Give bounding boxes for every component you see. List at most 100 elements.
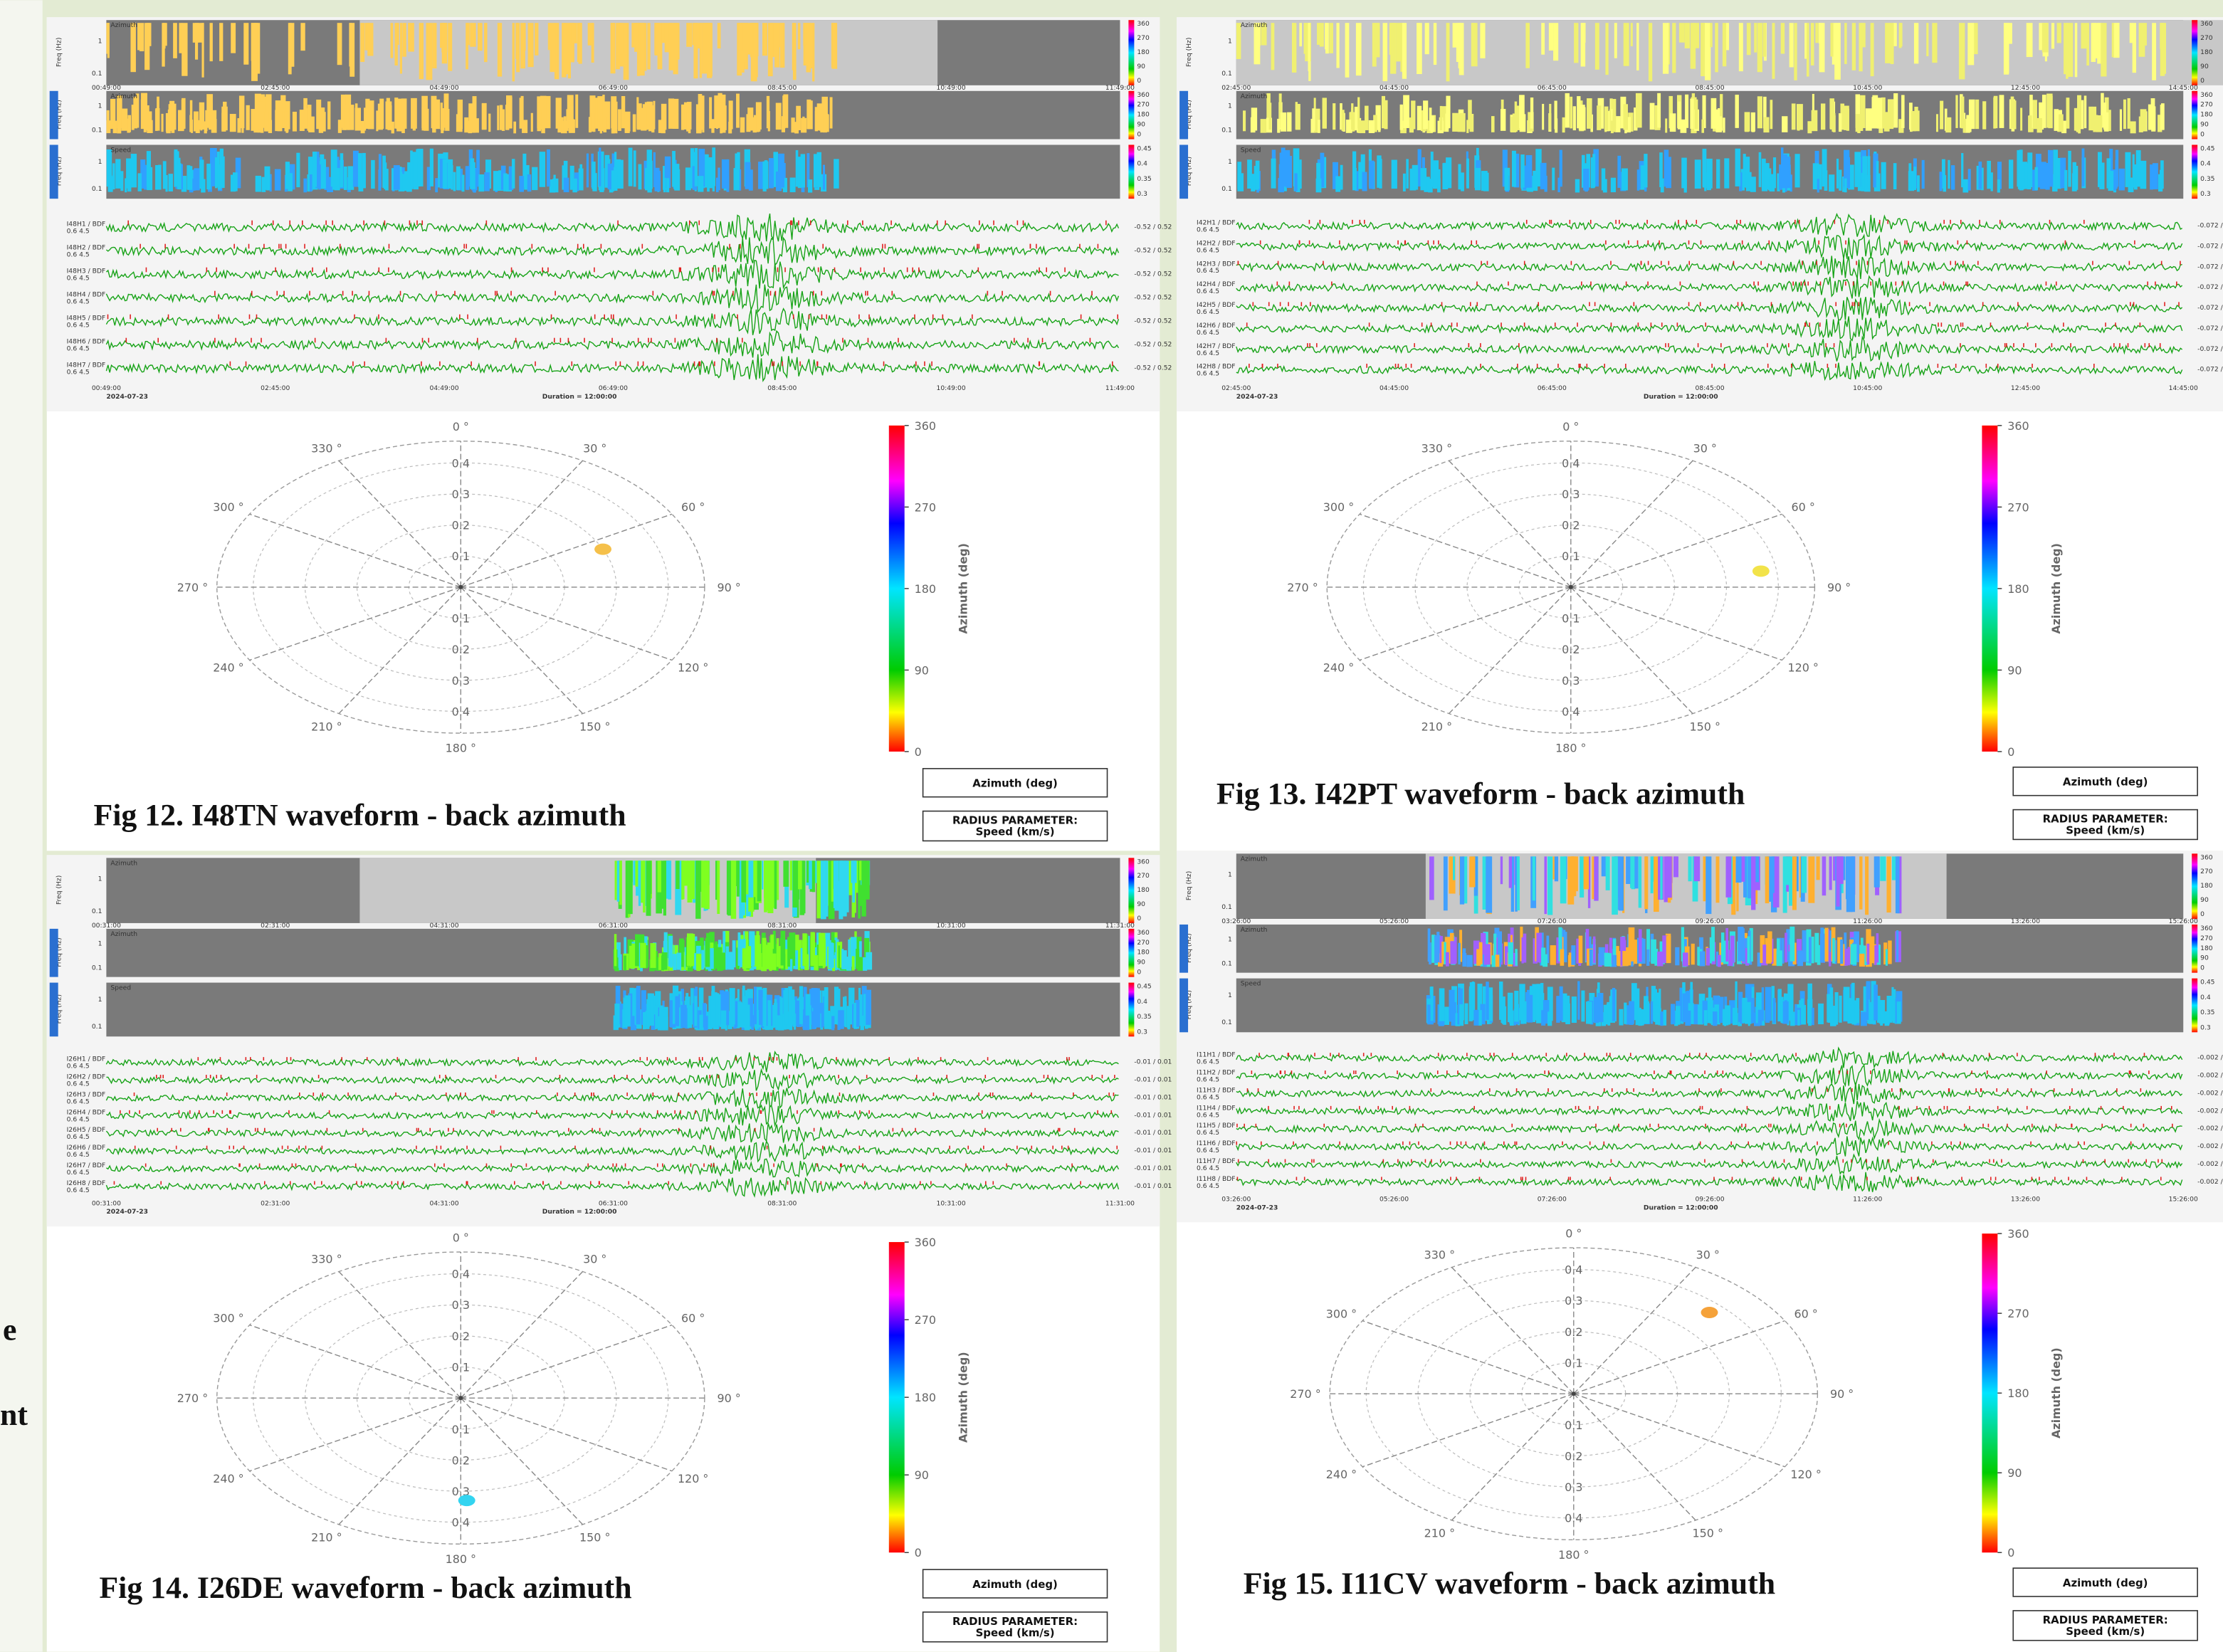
spectrogram-cell: [838, 1010, 844, 1028]
spectrogram-cell: [401, 98, 407, 129]
spectrogram-cell: [1685, 1011, 1691, 1026]
amplitude-label: -0.072 / 0.07: [2197, 222, 2223, 230]
spectrogram-cell: [698, 176, 703, 191]
polar-center: [458, 585, 463, 589]
spectrogram-cell: [1896, 930, 1898, 962]
station-band: 0.6 4.5: [67, 1080, 90, 1088]
spectrogram-cell: [371, 160, 375, 189]
spectrogram-cell: [1582, 23, 1586, 43]
time-label: 04:49:00: [430, 84, 459, 92]
spectrogram-cell: [793, 23, 797, 80]
time-label: 10:49:00: [937, 384, 966, 392]
spectrogram-cell: [308, 105, 312, 130]
spectrogram-cell: [1765, 163, 1770, 189]
angle-label: 270 °: [177, 581, 208, 594]
amplitude-label: -0.01 / 0.01: [1134, 1129, 1172, 1137]
spectrogram-cell: [2139, 23, 2145, 57]
strip-colorbar: [1128, 144, 1134, 199]
strip-colorbar-tick: 270: [2200, 935, 2213, 942]
time-label: 06:31:00: [599, 1199, 628, 1207]
strip-colorbar-tick: 0.45: [2200, 144, 2215, 152]
spectrogram-cell: [1541, 23, 1545, 55]
spectrogram-cell: [658, 861, 661, 892]
spectrogram-cell: [1763, 117, 1769, 133]
spectrogram-cell: [1754, 23, 1757, 52]
spectrogram-cell: [735, 154, 737, 188]
spectrogram-cell: [738, 23, 742, 51]
spectrogram-cell: [1797, 950, 1803, 966]
spectrogram-cell: [1512, 151, 1516, 187]
spectrogram-cell: [1351, 103, 1353, 130]
spectrogram-cell: [1583, 169, 1589, 191]
spectrogram-cell: [1352, 152, 1356, 187]
spectrogram-cell: [677, 953, 682, 970]
spectrogram-cell: [456, 114, 463, 132]
spectrogram-cell: [466, 23, 468, 69]
spectrogram-cell: [1997, 179, 2000, 193]
spectrogram-cell: [413, 107, 416, 130]
spectrogram-cell: [1785, 933, 1787, 963]
spectrogram-cell: [1356, 23, 1362, 75]
spectrogram-cell: [1797, 104, 1803, 130]
spectrogram-cell: [1723, 23, 1726, 66]
spectrogram-cell: [1383, 23, 1388, 81]
spectrogram-cell: [690, 861, 695, 899]
strip-colorbar-tick: 180: [1137, 111, 1150, 119]
spectrogram-cell: [801, 118, 806, 133]
date-label: 2024-07-23: [1236, 1204, 1278, 1211]
spectrogram-cell: [711, 119, 714, 132]
spectrogram-cell: [2035, 167, 2038, 190]
spectrogram-cell: [1335, 177, 1340, 192]
duration-label: Duration = 12:00:00: [1644, 1204, 1718, 1211]
time-label: 11:31:00: [1105, 1199, 1135, 1207]
station-band: 0.6 4.5: [1197, 1164, 1219, 1172]
spectrogram-cell: [1940, 101, 1943, 130]
spectrogram-cell: [1963, 119, 1966, 133]
spectrogram-cell: [355, 107, 361, 130]
strip-colorbar-tick: 90: [1137, 900, 1145, 908]
strip-colorbar-tick: 0.35: [2200, 175, 2215, 183]
spectrogram-cell: [1589, 949, 1593, 966]
spectrogram-cell: [2046, 94, 2052, 128]
spectrogram-cell: [1425, 23, 1429, 54]
spectrogram-cell: [1299, 159, 1302, 189]
spectrogram-cell: [1832, 113, 1835, 132]
station-band: 0.6 4.5: [67, 1151, 90, 1159]
spectrogram-cell: [1752, 115, 1755, 132]
spectrogram-cell: [1550, 945, 1556, 965]
spectrogram-cell: [1429, 856, 1434, 900]
spectrogram-cell: [847, 1006, 851, 1028]
freq-tick: 0.1: [92, 1023, 103, 1031]
spectrogram-cell: [1639, 856, 1641, 907]
spectrogram-cell: [1296, 102, 1298, 130]
spectrogram-cell: [611, 23, 614, 70]
spectrogram-cell: [2004, 23, 2009, 75]
spectrogram-cell: [1785, 157, 1791, 188]
spectrogram-cell: [776, 1015, 782, 1030]
spectrogram-cell: [737, 861, 740, 896]
spectrogram-cell: [1243, 110, 1246, 131]
spectrogram-cell: [1626, 856, 1630, 884]
freq-tick: 0.1: [1221, 959, 1232, 967]
strip-colorbar-tick: 0: [2200, 131, 2204, 139]
spectrogram-cell: [1969, 100, 1975, 129]
time-label: 11:26:00: [1853, 1195, 1882, 1203]
spectrogram-cell: [120, 171, 123, 191]
spectrogram-cell: [2054, 109, 2059, 131]
time-label: 06:49:00: [599, 384, 628, 392]
spectrogram-cell: [2082, 149, 2085, 186]
spectrogram-cell: [731, 861, 737, 919]
spectrogram-cell: [1859, 954, 1865, 967]
spectrogram-cell: [1484, 944, 1491, 964]
spectrogram-cell: [1856, 114, 1861, 132]
strip-colorbar-tick: 270: [1137, 101, 1150, 109]
spectrogram-cell: [1544, 856, 1547, 914]
time-label: 04:45:00: [1379, 84, 1409, 92]
strip-colorbar-tick: 0: [1137, 969, 1141, 977]
spectrogram-cell: [1629, 927, 1635, 962]
spectrogram-cell: [385, 101, 391, 129]
spectrogram-cell: [1631, 23, 1633, 46]
spectrogram-cell: [464, 117, 468, 132]
spectrogram-cell: [1292, 23, 1296, 73]
spectrogram-cell: [866, 990, 871, 1025]
